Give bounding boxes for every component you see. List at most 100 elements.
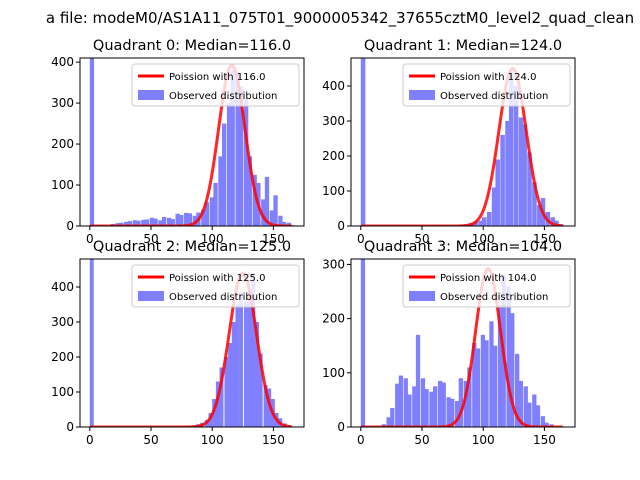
histogram-bar [527, 402, 532, 427]
histogram-bar [486, 212, 492, 226]
histogram-bar [500, 135, 505, 226]
subplot-3: 0 50 100 150 0 100 200 300 Quadrant 3: Median=10… [322, 239, 576, 447]
legend-box [402, 264, 571, 308]
histogram-bar [535, 405, 541, 427]
histogram-bar [153, 218, 158, 226]
legend-bar-swatch [138, 291, 164, 301]
y-tick-label: 0 [66, 420, 74, 434]
histogram-bar [390, 408, 395, 427]
histogram-bar [258, 353, 263, 427]
histogram-bar [523, 386, 528, 427]
subplot-1: 0 50 100 150 0 100 200 300 400 Quadrant 1: Median… [322, 38, 576, 246]
x-tick-label: 0 [357, 232, 365, 246]
legend-box [402, 63, 571, 107]
x-tick-label: 100 [201, 433, 224, 447]
x-tick-label: 50 [143, 433, 158, 447]
y-tick-label: 200 [322, 312, 345, 326]
legend-bar-swatch [409, 291, 435, 301]
histogram-bar [278, 215, 283, 226]
axes-frame [350, 258, 576, 428]
legend-bar-swatch [409, 90, 435, 100]
legend-entry-observed: Observed distribution [440, 91, 548, 102]
histogram-bar [472, 343, 477, 427]
subplot-title: Quadrant 2: Median=125.0 [93, 239, 291, 255]
histogram-bar [480, 334, 486, 427]
legend-entry-observed: Observed distribution [169, 292, 277, 303]
legend-entry-poisson: Poission with 125.0 [169, 273, 265, 284]
histogram-bar [261, 199, 266, 226]
histogram-bar [360, 259, 366, 427]
histogram-bar [395, 383, 400, 427]
histogram-bar [219, 367, 224, 427]
x-tick-label: 100 [201, 232, 224, 246]
histogram-bar [506, 286, 511, 427]
histogram-bar [473, 221, 478, 226]
histogram-bar [286, 222, 292, 226]
histogram-bar [192, 215, 197, 226]
histogram-bar [239, 86, 244, 226]
histogram-bar [230, 70, 235, 226]
axes-frame [79, 57, 305, 227]
x-tick-label: 50 [414, 433, 429, 447]
histogram-bar [420, 378, 426, 427]
histogram-bar [433, 386, 438, 427]
axes-frame [79, 258, 305, 428]
histogram-bar [247, 290, 252, 427]
legend: Poission with 125.0 Observed distribution [131, 264, 300, 308]
x-tick-label: 50 [414, 232, 429, 246]
histogram-bar [437, 380, 443, 427]
poisson-curve [89, 63, 292, 226]
y-tick-label: 300 [51, 96, 74, 110]
histogram-bar [235, 304, 240, 427]
x-tick-label: 150 [533, 433, 556, 447]
subplot-2: 0 50 100 150 0 100 200 300 400 Quadrant 2: Median… [51, 239, 305, 447]
histogram-bar [124, 221, 129, 226]
histogram-bar [478, 220, 483, 226]
x-tick-label: 150 [262, 433, 285, 447]
histogram-bar [518, 117, 524, 226]
histogram-bar [450, 398, 455, 427]
x-tick-label: 0 [86, 232, 94, 246]
histogram-bar [89, 259, 94, 427]
subplots-grid: 0 50 100 150 0 100 200 300 400 Quadrant 0: Median… [51, 38, 576, 447]
legend: Poission with 124.0 Observed distribution [402, 63, 571, 107]
histogram-bar [132, 220, 137, 226]
histogram-bars [89, 58, 295, 226]
histogram-bar [263, 385, 268, 427]
histogram-bar [281, 221, 287, 226]
x-tick-label: 100 [472, 232, 495, 246]
y-tick-label: 300 [322, 114, 345, 128]
y-tick-label: 200 [322, 149, 345, 163]
y-tick-label: 300 [322, 257, 345, 271]
histogram-bar [273, 195, 278, 226]
histogram-bar [481, 217, 487, 226]
y-tick-label: 100 [322, 366, 345, 380]
histogram-bar [264, 176, 270, 226]
histogram-bar [209, 197, 215, 226]
histogram-bar [415, 334, 421, 427]
legend-entry-observed: Observed distribution [440, 292, 548, 303]
legend-bar-swatch [138, 90, 164, 100]
histogram-bar [505, 121, 510, 226]
histogram-bar [467, 367, 472, 427]
histogram-bar [544, 422, 549, 427]
histogram-bar [510, 313, 515, 427]
histogram-bar [495, 159, 500, 226]
histogram-bar [221, 123, 227, 226]
histogram-bar [424, 389, 429, 427]
histogram-bar [162, 216, 167, 226]
histogram-bar [412, 386, 417, 427]
histogram-bar [515, 353, 520, 427]
histogram-bar [141, 219, 146, 226]
legend-entry-observed: Observed distribution [169, 91, 277, 102]
legend-box [131, 63, 300, 107]
x-tick-label: 150 [262, 232, 285, 246]
histogram-bar [184, 212, 189, 226]
histogram-bar [508, 72, 514, 226]
legend: Poission with 104.0 Observed distribution [402, 264, 571, 308]
histogram-bar [403, 378, 408, 427]
y-tick-label: 0 [337, 219, 345, 233]
histogram-bar [518, 380, 523, 427]
histogram-bar [228, 343, 233, 427]
